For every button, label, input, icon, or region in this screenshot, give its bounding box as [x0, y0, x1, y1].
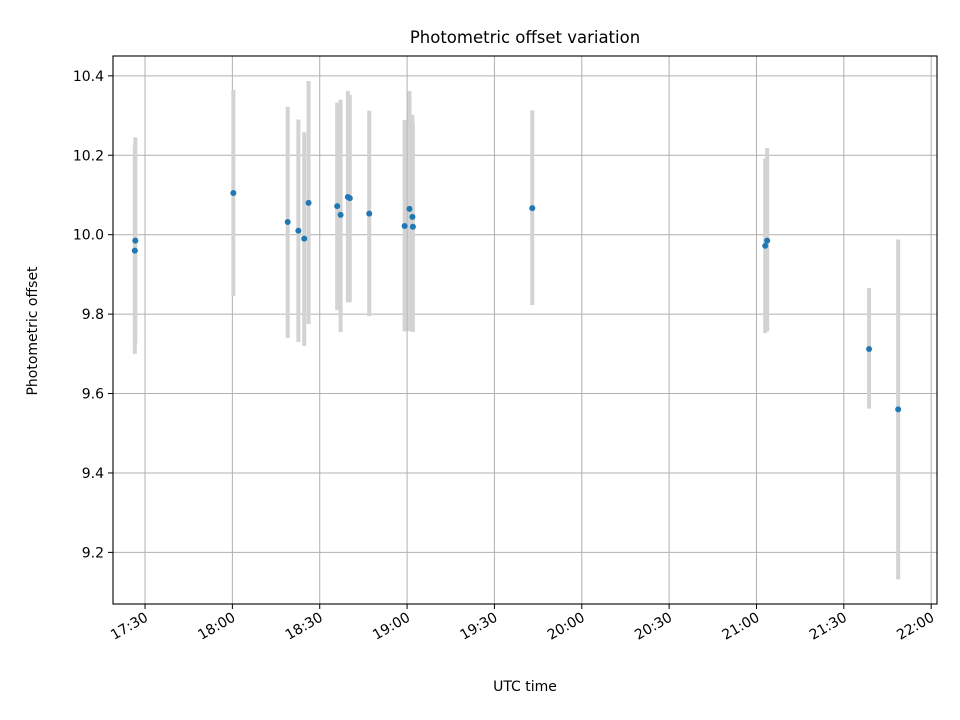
data-point [409, 223, 416, 230]
y-axis-ticks: 9.2 9.4 9.6 9.8 10.0 10.2 10.4 [73, 69, 113, 561]
chart-title: Photometric offset variation [410, 28, 640, 47]
data-point [762, 242, 769, 249]
data-point [337, 211, 344, 218]
data-point [866, 346, 873, 353]
data-point [131, 247, 138, 254]
y-tick-label: 9.4 [82, 466, 104, 482]
data-point [301, 235, 308, 242]
data-point [295, 227, 302, 234]
y-tick-label: 10.0 [73, 228, 104, 244]
data-points [131, 190, 902, 413]
data-point [305, 199, 312, 206]
data-point [346, 195, 353, 202]
data-point [132, 237, 139, 244]
data-point [764, 237, 771, 244]
data-point [406, 205, 413, 212]
y-tick-label: 10.2 [73, 148, 104, 164]
y-tick-label: 9.6 [82, 387, 104, 403]
plot-frame [112, 55, 938, 605]
data-point [895, 406, 902, 413]
data-point [334, 203, 341, 210]
x-axis-label: UTC time [493, 679, 557, 695]
data-point [230, 190, 237, 196]
y-axis-label: Photometric offset [25, 266, 41, 396]
data-point [401, 222, 408, 229]
y-tick-label: 10.4 [73, 69, 104, 85]
y-tick-label: 9.8 [82, 307, 104, 323]
data-point [529, 205, 536, 212]
data-point [366, 210, 373, 217]
grid [113, 56, 937, 604]
data-point [409, 213, 416, 220]
y-tick-label: 9.2 [82, 545, 104, 561]
data-point [284, 218, 291, 225]
